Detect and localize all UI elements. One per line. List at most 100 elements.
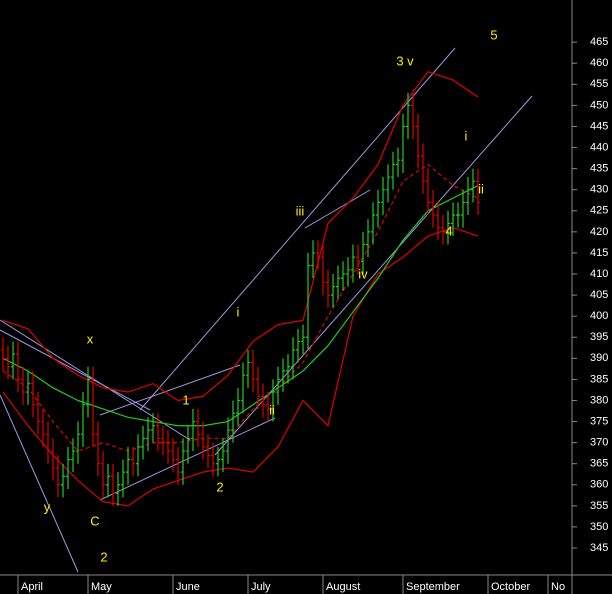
ohlc-bar bbox=[191, 408, 195, 452]
ohlc-bar bbox=[306, 252, 310, 350]
ohlc-bar bbox=[341, 261, 345, 291]
ohlc-bar bbox=[46, 421, 50, 464]
ohlc-bar bbox=[331, 274, 335, 308]
indicator-line bbox=[2, 70, 479, 402]
ohlc-bar bbox=[216, 446, 220, 477]
ohlc-bar bbox=[401, 113, 405, 173]
y-tick-label: 450 bbox=[590, 99, 608, 111]
wave-label: ii bbox=[478, 181, 484, 196]
trendline bbox=[139, 47, 456, 411]
ohlc-bar bbox=[86, 366, 90, 418]
ohlc-bar bbox=[446, 210, 450, 245]
x-tick-label: October bbox=[491, 581, 530, 593]
ohlc-bar bbox=[386, 164, 390, 203]
ohlc-bar bbox=[131, 446, 135, 477]
y-tick-label: 360 bbox=[590, 479, 608, 491]
ohlc-bar bbox=[376, 189, 380, 228]
y-tick-label: 425 bbox=[590, 205, 608, 217]
ohlc-bar bbox=[11, 341, 15, 380]
ohlc-bar bbox=[366, 219, 370, 258]
ohlc-bar bbox=[371, 202, 375, 245]
ohlc-bar bbox=[41, 408, 45, 447]
x-tick-label: August bbox=[326, 581, 360, 593]
ohlc-bar bbox=[16, 341, 20, 393]
y-tick-label: 405 bbox=[590, 289, 608, 301]
y-tick-label: 465 bbox=[590, 36, 608, 48]
ohlc-bar bbox=[61, 463, 65, 498]
ohlc-bar bbox=[336, 265, 340, 300]
y-tick-label: 385 bbox=[590, 373, 608, 385]
ohlc-bar bbox=[466, 177, 470, 215]
y-tick-label: 375 bbox=[590, 415, 608, 427]
ohlc-bar bbox=[276, 366, 280, 405]
wave-label: iv bbox=[358, 266, 368, 281]
ohlc-bar bbox=[106, 463, 110, 498]
ohlc-bar bbox=[286, 354, 290, 384]
wave-label: C bbox=[90, 513, 99, 528]
ohlc-bar bbox=[406, 92, 410, 140]
x-tick-label: April bbox=[21, 581, 43, 593]
y-tick-label: 355 bbox=[590, 500, 608, 512]
ohlc-bar bbox=[91, 366, 95, 447]
trendline bbox=[0, 394, 79, 573]
ohlc-bar bbox=[271, 379, 275, 422]
ohlc-bar bbox=[476, 168, 480, 215]
ohlc-bar bbox=[396, 147, 400, 178]
wave-label: 1 bbox=[182, 392, 189, 407]
ohlc-bar bbox=[211, 442, 215, 477]
ohlc-bar bbox=[266, 392, 270, 422]
ohlc-bar bbox=[246, 349, 250, 388]
ohlc-bar bbox=[431, 189, 435, 228]
trendline bbox=[0, 329, 151, 411]
y-tick-label: 350 bbox=[590, 521, 608, 533]
ohlc-bar bbox=[441, 214, 445, 245]
ohlc-bar bbox=[316, 240, 320, 270]
ohlc-bar bbox=[381, 177, 385, 215]
ohlc-bar bbox=[171, 438, 175, 473]
ohlc-bar bbox=[206, 434, 210, 468]
y-tick-label: 430 bbox=[590, 184, 608, 196]
ohlc-bar bbox=[156, 413, 160, 452]
wave-label: y bbox=[44, 499, 51, 514]
ohlc-bar bbox=[241, 362, 245, 414]
y-tick-label: 400 bbox=[590, 310, 608, 322]
ohlc-bar bbox=[66, 446, 70, 490]
ohlc-bar bbox=[196, 408, 200, 447]
ohlc-bar bbox=[301, 324, 305, 355]
ohlc-bar bbox=[226, 417, 230, 464]
y-tick-label: 370 bbox=[590, 437, 608, 449]
ohlc-bar bbox=[321, 244, 325, 296]
y-tick-label: 410 bbox=[590, 268, 608, 280]
x-tick-label: May bbox=[91, 581, 112, 593]
ohlc-bar bbox=[461, 189, 465, 228]
wave-label: 4 bbox=[445, 223, 452, 238]
ohlc-bar bbox=[126, 446, 130, 485]
y-tick-label: 345 bbox=[590, 542, 608, 554]
ohlc-bar bbox=[36, 392, 40, 435]
ohlc-bar bbox=[111, 463, 115, 506]
ohlc-bar bbox=[101, 451, 105, 498]
y-tick-label: 365 bbox=[590, 458, 608, 470]
ohlc-bar bbox=[141, 425, 145, 460]
trendline bbox=[99, 364, 241, 416]
ohlc-bar bbox=[356, 244, 360, 275]
y-tick-label: 440 bbox=[590, 141, 608, 153]
wave-label: x bbox=[87, 331, 94, 346]
wave-label: 5 bbox=[490, 27, 497, 42]
ohlc-bar bbox=[71, 438, 75, 473]
ohlc-bar bbox=[236, 387, 240, 426]
ohlc-bar bbox=[6, 345, 10, 380]
x-tick-label: July bbox=[251, 581, 271, 593]
ohlc-bar bbox=[121, 459, 125, 498]
ohlc-bar bbox=[426, 168, 430, 215]
ohlc-bar bbox=[151, 413, 155, 443]
y-tick-label: 460 bbox=[590, 57, 608, 69]
wave-label: iii bbox=[296, 203, 305, 218]
ohlc-bar bbox=[21, 366, 25, 405]
ohlc-bar bbox=[296, 328, 300, 363]
wave-label: i bbox=[237, 304, 240, 319]
wave-label: 3 v bbox=[396, 53, 414, 68]
ohlc-bar bbox=[201, 421, 205, 460]
